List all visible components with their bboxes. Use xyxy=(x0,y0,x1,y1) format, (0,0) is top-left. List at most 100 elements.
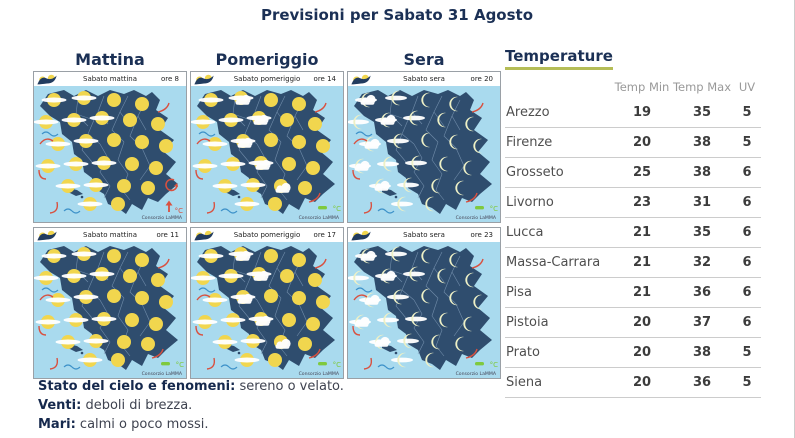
temp-min-cell: 20 xyxy=(613,307,671,338)
tuscany-weather-map: °C Consorzio LaMMA xyxy=(348,86,500,222)
uv-cell: 5 xyxy=(733,367,761,398)
temp-min-cell: 21 xyxy=(613,277,671,308)
city-column-header xyxy=(505,78,613,98)
map-credit: Consorzio LaMMA xyxy=(299,215,340,221)
note-line: Mari: calmi o poco mossi. xyxy=(38,417,344,432)
map-panel-header: Sabato pomeriggio ore 14 xyxy=(191,72,343,86)
table-row: Grosseto 25 38 6 xyxy=(505,157,761,188)
uv-cell: 5 xyxy=(733,127,761,158)
column-header-mattina: Mattina xyxy=(75,50,145,69)
lamma-logo-icon xyxy=(194,230,214,241)
svg-text:°C: °C xyxy=(176,361,185,369)
temperature-section: Temperature Temp Min Temp Max UV Arezzo 1… xyxy=(505,46,761,398)
temp-max-cell: 38 xyxy=(671,157,733,188)
forecast-map-panel: Sabato mattina ore 11 °C Consorzio LaMMA xyxy=(33,227,187,379)
note-label: Venti: xyxy=(38,398,82,413)
temperature-table: Temp Min Temp Max UV Arezzo 19 35 5 Firenze 2… xyxy=(505,78,761,398)
uv-cell: 5 xyxy=(733,337,761,368)
lamma-logo-icon xyxy=(194,74,214,85)
temp-max-cell: 37 xyxy=(671,307,733,338)
note-text: calmi o poco mossi. xyxy=(79,417,209,432)
uv-cell: 6 xyxy=(733,187,761,218)
note-line: Venti: deboli di brezza. xyxy=(38,398,344,413)
map-panel-time: ore 20 xyxy=(470,75,493,83)
temp-max-cell: 35 xyxy=(671,98,733,128)
map-panel-time: ore 8 xyxy=(161,75,179,83)
note-text: deboli di brezza. xyxy=(85,398,193,413)
forecast-maps-grid: Mattina Pomeriggio Sera Sabato mattina ore … xyxy=(33,50,501,379)
uv-cell: 6 xyxy=(733,157,761,188)
temp-min-header: Temp Min xyxy=(614,80,670,94)
note-text: sereno o velato. xyxy=(239,379,344,394)
svg-text:°C: °C xyxy=(333,205,342,213)
tuscany-weather-map: °C Consorzio LaMMA xyxy=(34,242,186,378)
map-panel-header: Sabato sera ore 20 xyxy=(348,72,500,86)
city-cell: Prato xyxy=(505,337,613,368)
table-row: Siena 20 36 5 xyxy=(505,367,761,398)
map-panel-header: Sabato mattina ore 8 xyxy=(34,72,186,86)
forecast-map-panel: Sabato mattina ore 8 °C Consorzio LaMMA xyxy=(33,71,187,223)
lamma-logo-icon xyxy=(351,230,371,241)
forecast-map-panel: Sabato pomeriggio ore 14 °C Consorzio LaMMA xyxy=(190,71,344,223)
map-credit: Consorzio LaMMA xyxy=(456,371,497,377)
temp-min-cell: 20 xyxy=(613,367,671,398)
map-panel-title: Sabato pomeriggio xyxy=(233,231,301,239)
temp-min-cell: 20 xyxy=(613,337,671,368)
svg-text:°C: °C xyxy=(490,205,499,213)
temp-max-cell: 32 xyxy=(671,247,733,278)
city-cell: Pistoia xyxy=(505,307,613,338)
temperature-title: Temperature xyxy=(505,47,613,70)
lamma-logo-icon xyxy=(351,74,371,85)
temp-max-cell: 38 xyxy=(671,127,733,158)
map-credit: Consorzio LaMMA xyxy=(142,215,183,221)
map-credit: Consorzio LaMMA xyxy=(142,371,183,377)
map-panel-header: Sabato pomeriggio ore 17 xyxy=(191,228,343,242)
city-cell: Pisa xyxy=(505,277,613,308)
map-panel-title: Sabato sera xyxy=(403,75,445,83)
map-panel-title: Sabato mattina xyxy=(83,75,137,83)
temp-max-cell: 36 xyxy=(671,277,733,308)
temp-max-cell: 35 xyxy=(671,217,733,248)
table-row: Firenze 20 38 5 xyxy=(505,127,761,158)
map-panel-time: ore 17 xyxy=(313,231,336,239)
map-panel-time: ore 14 xyxy=(313,75,336,83)
table-row: Lucca 21 35 6 xyxy=(505,217,761,248)
city-cell: Livorno xyxy=(505,187,613,218)
table-header-row: Temp Min Temp Max UV xyxy=(505,78,761,98)
map-credit: Consorzio LaMMA xyxy=(456,215,497,221)
lamma-logo-icon xyxy=(37,230,57,241)
temp-max-header: Temp Max xyxy=(672,80,732,94)
map-panel-header: Sabato mattina ore 11 xyxy=(34,228,186,242)
column-header-sera: Sera xyxy=(403,50,445,69)
table-row: Massa-Carrara 21 32 6 xyxy=(505,247,761,278)
map-credit: Consorzio LaMMA xyxy=(299,371,340,377)
map-panel-header: Sabato sera ore 23 xyxy=(348,228,500,242)
city-cell: Massa-Carrara xyxy=(505,247,613,278)
forecast-map-panel: Sabato sera ore 20 °C Consorzio LaMMA xyxy=(347,71,501,223)
forecast-map-panel: Sabato sera ore 23 °C Consorzio LaMMA xyxy=(347,227,501,379)
table-row: Pisa 21 36 6 xyxy=(505,277,761,308)
table-row: Prato 20 38 5 xyxy=(505,337,761,368)
forecast-notes: Stato del cielo e fenomeni: sereno o vel… xyxy=(38,379,344,436)
map-panel-title: Sabato sera xyxy=(403,231,445,239)
map-panel-time: ore 11 xyxy=(156,231,179,239)
table-row: Pistoia 20 37 6 xyxy=(505,307,761,338)
note-line: Stato del cielo e fenomeni: sereno o vel… xyxy=(38,379,344,394)
table-row: Livorno 23 31 6 xyxy=(505,187,761,218)
note-label: Stato del cielo e fenomeni: xyxy=(38,379,236,394)
table-row: Arezzo 19 35 5 xyxy=(505,98,761,128)
temp-min-cell: 23 xyxy=(613,187,671,218)
map-panels: Sabato mattina ore 8 °C Consorzio LaMMA Saba… xyxy=(33,71,501,379)
city-cell: Firenze xyxy=(505,127,613,158)
uv-cell: 6 xyxy=(733,307,761,338)
lamma-logo-icon xyxy=(37,74,57,85)
uv-cell: 6 xyxy=(733,277,761,308)
note-label: Mari: xyxy=(38,417,76,432)
forecast-map-panel: Sabato pomeriggio ore 17 °C Consorzio LaMMA xyxy=(190,227,344,379)
temp-min-cell: 25 xyxy=(613,157,671,188)
temp-min-cell: 19 xyxy=(613,98,671,128)
